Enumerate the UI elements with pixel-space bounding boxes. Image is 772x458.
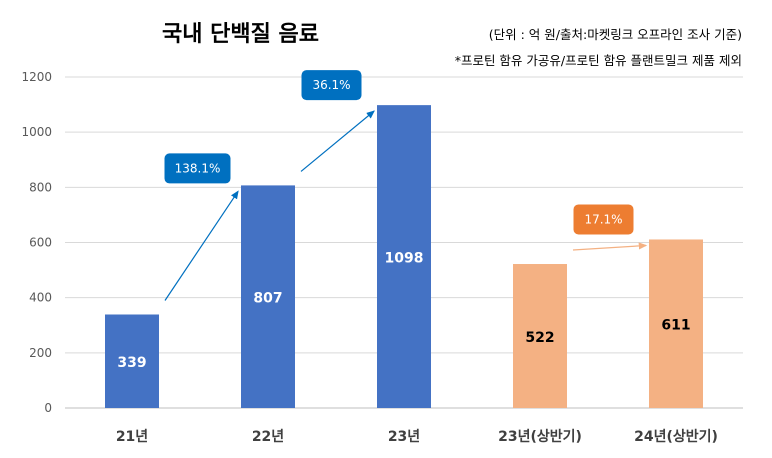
bar (513, 264, 567, 408)
exclusion-note: *프로틴 함유 가공유/프로틴 함유 플랜트밀크 제품 제외 (454, 53, 742, 68)
data-label: 611 (661, 318, 690, 334)
x-tick-label: 21년 (116, 429, 148, 445)
data-label: 522 (525, 330, 554, 346)
x-tick-label: 23년(상반기) (498, 428, 582, 445)
growth-label: 138.1% (175, 161, 221, 175)
data-label: 339 (117, 355, 146, 371)
x-tick-label: 23년 (388, 429, 420, 445)
growth-badge (573, 204, 634, 235)
y-tick-label: 1000 (21, 125, 52, 139)
y-tick-label: 200 (29, 346, 52, 360)
bar (649, 239, 703, 408)
bar (241, 185, 295, 408)
y-tick-label: 600 (29, 236, 52, 250)
growth-badge (301, 70, 362, 101)
y-tick-label: 800 (29, 180, 52, 194)
growth-badge (164, 153, 231, 184)
growth-arrow (300, 110, 375, 172)
chart-title: 국내 단백질 음료 (162, 22, 319, 47)
data-label: 807 (253, 291, 282, 307)
y-tick-label: 400 (29, 291, 52, 305)
growth-label: 36.1% (312, 78, 350, 92)
unit-source-note: (단위 : 억 원/출처:마켓링크 오프라인 조사 기준) (488, 27, 742, 42)
bar (377, 105, 431, 408)
x-tick-label: 24년(상반기) (634, 428, 718, 445)
growth-arrow (164, 190, 239, 301)
y-tick-label: 0 (44, 401, 52, 415)
growth-arrow (572, 242, 648, 251)
x-tick-label: 22년 (252, 429, 284, 445)
data-label: 1098 (385, 251, 424, 267)
growth-label: 17.1% (584, 212, 622, 226)
bar (105, 314, 159, 408)
y-tick-label: 1200 (21, 70, 52, 84)
